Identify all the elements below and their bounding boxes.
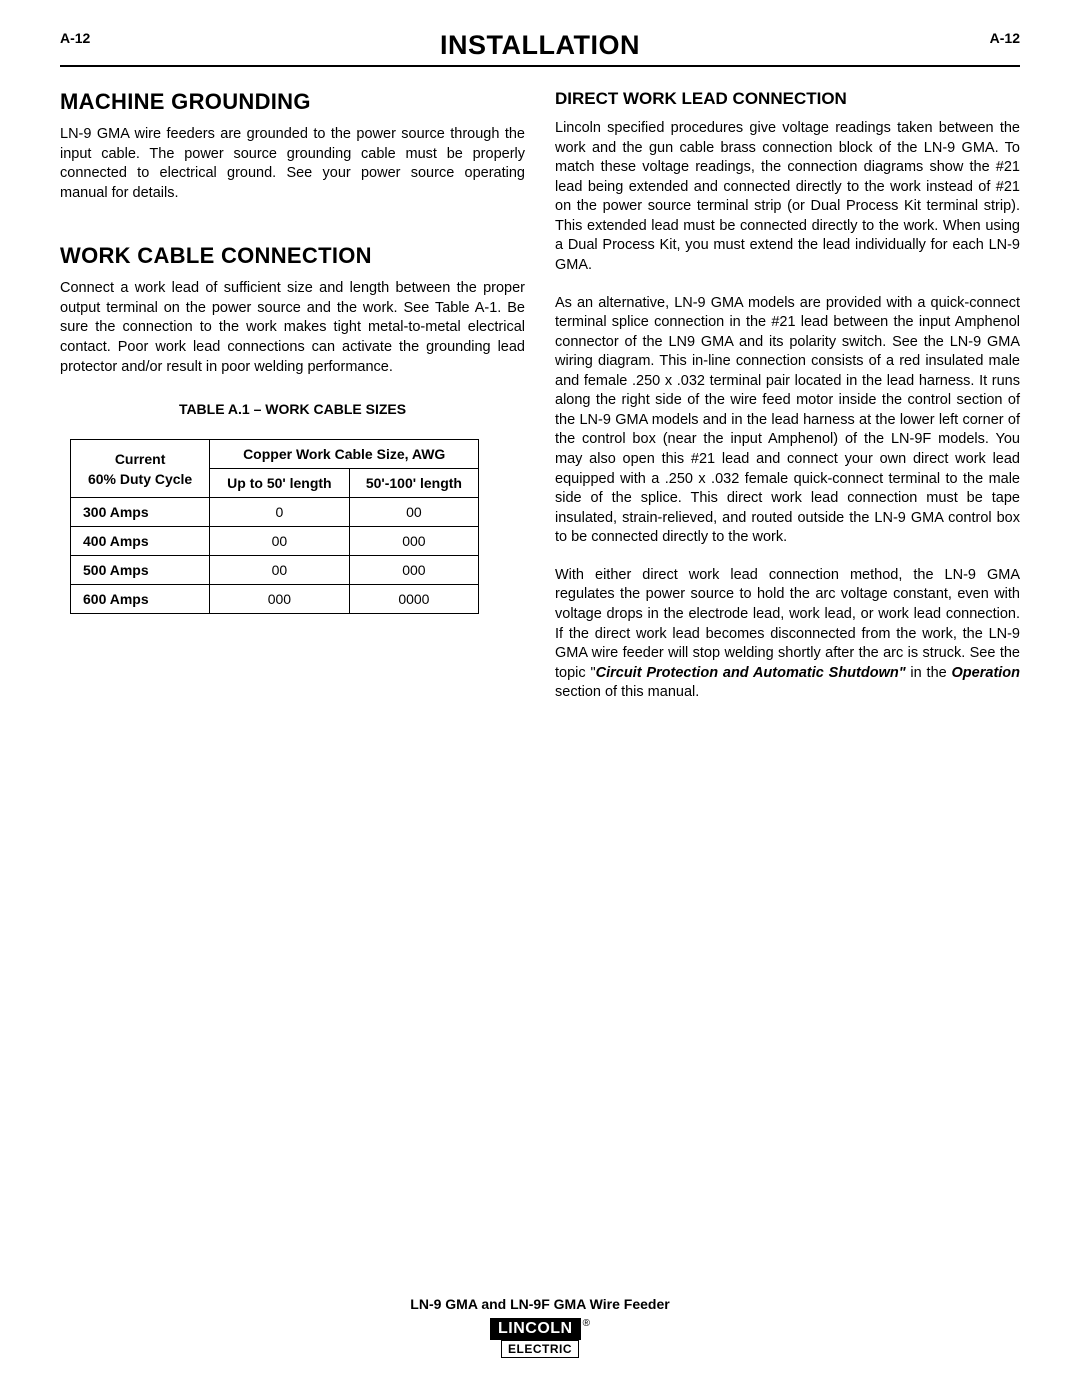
table-header-copper: Copper Work Cable Size, AWG — [210, 440, 479, 469]
left-column: MACHINE GROUNDING LN-9 GMA wire feeders … — [60, 89, 525, 721]
table-header-sub1: Up to 50' length — [210, 469, 349, 498]
table-row: 400 Amps 00 000 — [71, 527, 479, 556]
work-cable-table: Current Copper Work Cable Size, AWG 60% … — [70, 439, 479, 614]
table-cell: 000 — [349, 556, 479, 585]
para3-part-e: section of this manual. — [555, 684, 699, 700]
table-header-duty: 60% Duty Cycle — [71, 469, 210, 498]
logo-lincoln-text: LINCOLN — [490, 1318, 581, 1340]
table-header-current: Current — [71, 440, 210, 469]
table-cell: 00 — [349, 498, 479, 527]
work-cable-heading: WORK CABLE CONNECTION — [60, 243, 525, 269]
table-cell: 00 — [210, 556, 349, 585]
para3-part-a: With either direct work lead connection … — [555, 567, 1020, 681]
table-caption: TABLE A.1 – WORK CABLE SIZES — [60, 401, 525, 417]
lincoln-logo: LINCOLN® ELECTRIC — [490, 1318, 590, 1358]
logo-electric-text: ELECTRIC — [501, 1340, 579, 1358]
table-row: 300 Amps 0 00 — [71, 498, 479, 527]
page-header: A-12 INSTALLATION A-12 — [60, 30, 1020, 61]
table-row: 500 Amps 00 000 — [71, 556, 479, 585]
page-number-right: A-12 — [990, 30, 1020, 46]
content-columns: MACHINE GROUNDING LN-9 GMA wire feeders … — [60, 89, 1020, 721]
table-cell: 00 — [210, 527, 349, 556]
registered-icon: ® — [583, 1318, 590, 1329]
para3-part-d: Operation — [952, 665, 1020, 681]
header-divider — [60, 65, 1020, 67]
direct-work-para2: As an alternative, LN-9 GMA models are p… — [555, 294, 1020, 548]
para3-part-b: Circuit Protection and Automatic Shutdow… — [596, 665, 906, 681]
right-column: DIRECT WORK LEAD CONNECTION Lincoln spec… — [555, 89, 1020, 721]
machine-grounding-heading: MACHINE GROUNDING — [60, 89, 525, 115]
table-cell: 400 Amps — [71, 527, 210, 556]
direct-work-para1: Lincoln specified procedures give voltag… — [555, 119, 1020, 276]
machine-grounding-text: LN-9 GMA wire feeders are grounded to th… — [60, 125, 525, 203]
table-header-sub2: 50'-100' length — [349, 469, 479, 498]
table-row: 600 Amps 000 0000 — [71, 585, 479, 614]
para3-part-c: in the — [906, 665, 952, 681]
table-cell: 000 — [210, 585, 349, 614]
table-cell: 000 — [349, 527, 479, 556]
page-number-left: A-12 — [60, 30, 90, 46]
table-cell: 0 — [210, 498, 349, 527]
page-title: INSTALLATION — [90, 30, 989, 61]
work-cable-text: Connect a work lead of sufficient size a… — [60, 279, 525, 377]
direct-work-para3: With either direct work lead connection … — [555, 566, 1020, 703]
table-cell: 500 Amps — [71, 556, 210, 585]
footer-title: LN-9 GMA and LN-9F GMA Wire Feeder — [0, 1296, 1080, 1312]
table-cell: 0000 — [349, 585, 479, 614]
direct-work-heading: DIRECT WORK LEAD CONNECTION — [555, 89, 1020, 109]
page-footer: LN-9 GMA and LN-9F GMA Wire Feeder LINCO… — [0, 1296, 1080, 1358]
table-cell: 300 Amps — [71, 498, 210, 527]
table-cell: 600 Amps — [71, 585, 210, 614]
